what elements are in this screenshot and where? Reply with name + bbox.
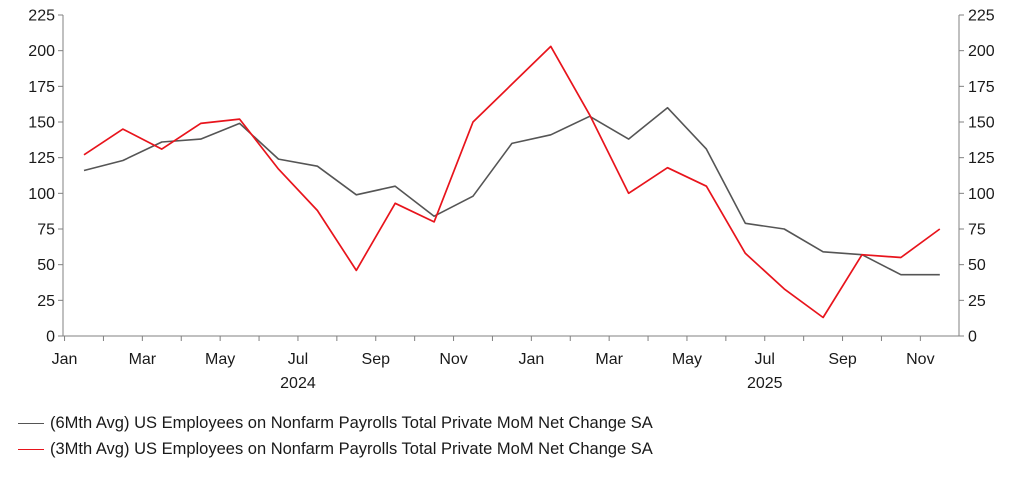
left-y-tick-label: 100 xyxy=(28,186,55,203)
legend-swatch-3mth-avg xyxy=(18,448,44,450)
left-y-tick-label: 200 xyxy=(28,43,55,60)
x-tick-label: Sep xyxy=(362,351,391,368)
legend-label-6mth-avg: (6Mth Avg) US Employees on Nonfarm Payro… xyxy=(50,413,653,432)
x-tick-label: May xyxy=(205,351,235,368)
left-y-axis-ticks: 0 25 50 75 100 125 150 175 200 225 xyxy=(28,8,63,346)
left-y-tick-label: 150 xyxy=(28,115,55,132)
legend-swatch-6mth-avg xyxy=(18,422,44,424)
right-y-tick-label: 175 xyxy=(968,79,995,96)
right-y-tick-label: 200 xyxy=(968,43,995,60)
right-y-tick-label: 150 xyxy=(968,115,995,132)
x-tick-label: Sep xyxy=(828,351,857,368)
series-line-6mth-avg xyxy=(83,106,940,276)
left-y-tick-label: 175 xyxy=(28,79,55,96)
right-y-tick-label: 125 xyxy=(968,150,995,167)
right-y-axis-ticks: 0 25 50 75 100 125 150 175 200 225 xyxy=(959,8,995,346)
left-y-tick-label: 25 xyxy=(37,293,55,310)
left-y-tick-label: 125 xyxy=(28,150,55,167)
x-tick-label: Jan xyxy=(52,351,78,368)
left-y-tick-label: 0 xyxy=(46,329,55,346)
legend-label-3mth-avg: (3Mth Avg) US Employees on Nonfarm Payro… xyxy=(50,439,653,458)
x-tick-label: Mar xyxy=(129,351,157,368)
right-y-tick-label: 100 xyxy=(968,186,995,203)
left-y-tick-label: 50 xyxy=(37,257,55,274)
chart-axes xyxy=(62,15,960,337)
right-y-tick-label: 0 xyxy=(968,329,977,346)
x-year-label: 2025 xyxy=(747,375,783,392)
x-tick-label: May xyxy=(672,351,702,368)
legend-item-3mth-avg: (3Mth Avg) US Employees on Nonfarm Payro… xyxy=(18,436,653,462)
left-y-tick-label: 225 xyxy=(28,8,55,25)
series-lines xyxy=(83,45,941,319)
legend-item-6mth-avg: (6Mth Avg) US Employees on Nonfarm Payro… xyxy=(18,410,653,436)
legend: (6Mth Avg) US Employees on Nonfarm Payro… xyxy=(18,410,653,462)
line-chart: 0 25 50 75 100 125 150 175 200 225 0 25 50 75 100 125 1… xyxy=(28,8,995,393)
x-tick-label: Jul xyxy=(755,351,775,368)
right-y-tick-label: 225 xyxy=(968,8,995,25)
x-tick-label: Mar xyxy=(595,351,623,368)
x-tick-label: Jul xyxy=(288,351,308,368)
x-tick-label: Jan xyxy=(518,351,544,368)
x-axis-ticks: Jan Mar May Jul Sep Nov Jan Mar May Jul Sep Nov 2024… xyxy=(52,336,935,392)
right-y-tick-label: 50 xyxy=(968,257,986,274)
x-year-label: 2024 xyxy=(280,375,316,392)
x-tick-label: Nov xyxy=(906,351,934,368)
x-tick-label: Nov xyxy=(439,351,467,368)
series-line-3mth-avg xyxy=(83,45,941,319)
right-y-tick-label: 25 xyxy=(968,293,986,310)
left-y-tick-label: 75 xyxy=(37,222,55,239)
right-y-tick-label: 75 xyxy=(968,222,986,239)
